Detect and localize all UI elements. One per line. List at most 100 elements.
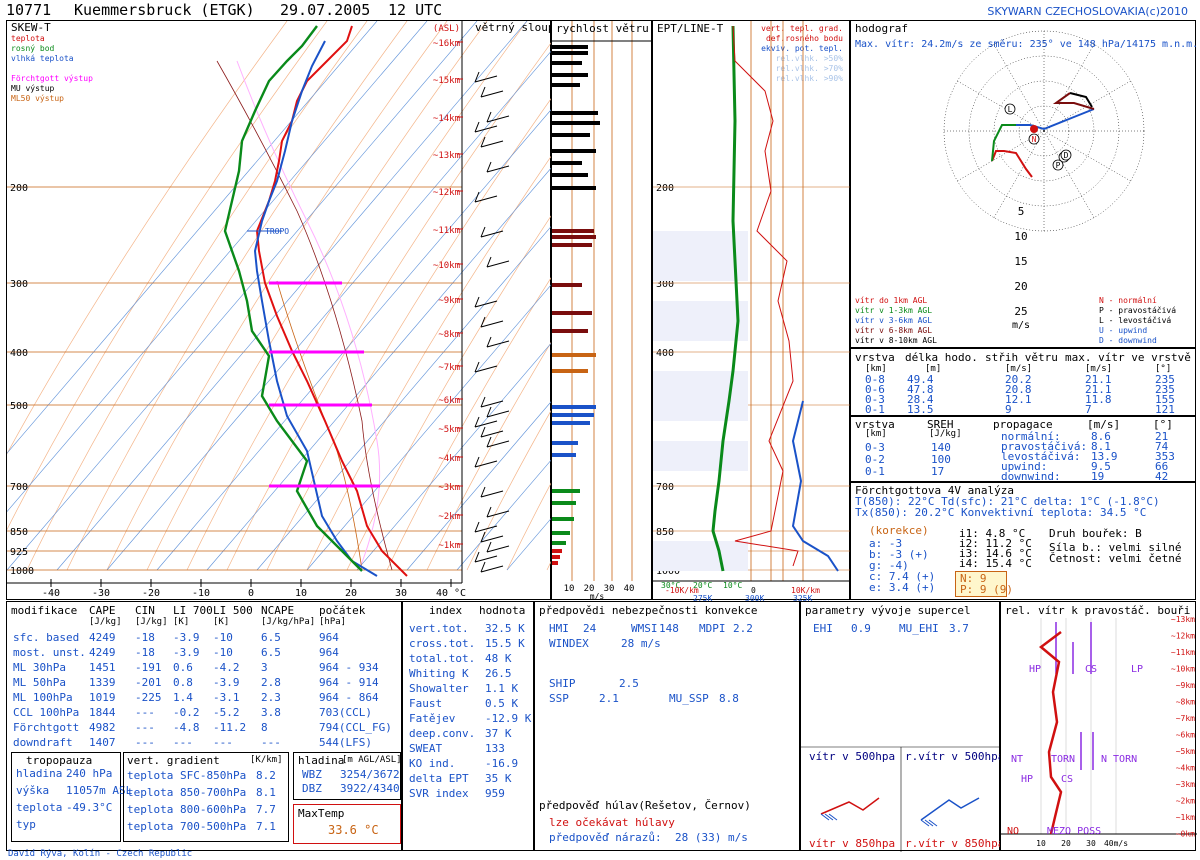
speed-bar (552, 441, 578, 445)
layers-u3: [m/s] (1085, 364, 1113, 374)
prop-dir: 74 (1155, 440, 1169, 453)
params-cell: 0.8 (173, 676, 193, 689)
lapse-rate-curve (732, 25, 799, 567)
dry-adiabat (146, 21, 488, 571)
isotherm (7, 21, 378, 454)
params-cell: 1019 (89, 691, 116, 704)
prop-dir: 353 (1155, 450, 1175, 463)
wind-barb-flag (480, 86, 486, 98)
vgrad-title: vert. gradient (127, 754, 220, 767)
fourv-i-item: i4: 15.4 °C (959, 557, 1032, 570)
supercell-title: parametry vývoje supercel (805, 604, 971, 617)
fourv-n: N: 9 (960, 572, 987, 585)
fourv-sila: Síla b.: velmi silné (1049, 541, 1182, 554)
wind-barb-flag (474, 296, 480, 308)
params-cell: -201 (135, 676, 162, 689)
wind-speed-panel: rychlost větru 10 20 30 40 m/s (551, 20, 653, 601)
rel-km-label: ~8km (1176, 698, 1195, 707)
hodo-0-1km (991, 150, 1033, 178)
rh-band (653, 371, 748, 391)
pressure-label: 500 (10, 401, 28, 412)
rel-label: HP (1029, 664, 1041, 675)
layers-cell: 21.1 (1085, 383, 1112, 396)
layers-cell: 20.2 (1005, 373, 1032, 386)
sreh-h3: [m/s] (1087, 418, 1121, 431)
fourv-abc-item: g: -4) (869, 559, 909, 572)
isotherm (106, 49, 552, 571)
ept-legend: vert. tepl. grad. (761, 24, 843, 33)
forecast-windex: WINDEX (549, 637, 589, 650)
params-header: CAPE (89, 604, 116, 617)
index-name: vert.tot. (409, 622, 469, 635)
layers-cell: 21.1 (1085, 373, 1112, 386)
rel-label: N TORN (1101, 754, 1137, 765)
params-cell: 1844 (89, 706, 116, 719)
params-cell: 4249 (89, 631, 116, 644)
rh-band (653, 541, 748, 571)
rw500-label: r.vítr v 500hpa (905, 750, 1005, 763)
params-cell: -10 (213, 631, 233, 644)
speed-bar (552, 161, 582, 165)
relwind-chart: 10 20 30 40m/s ~13km ~12km ~11km ~10km ~9km ~8km ~… (1001, 615, 1197, 848)
prop-label: downwind: (1001, 470, 1061, 483)
index-value: 32.5 K (485, 622, 525, 635)
dry-adiabat (426, 340, 552, 571)
layers-h0: vrstva (855, 351, 895, 364)
motion-marker (1052, 159, 1064, 171)
wind-barb-flag (480, 426, 486, 438)
isotherm (256, 224, 552, 571)
layers-cell: 9 (1005, 403, 1012, 416)
km-label: ~15km (433, 76, 460, 86)
params-panel: modifikace CAPE CIN LI 700 LI 500 NCAPE počáte… (6, 601, 402, 851)
ept-bottom: 0 (751, 586, 756, 595)
hodo-legend-right: L - levostáčivá (1099, 315, 1171, 325)
index-name: SWEAT (409, 742, 443, 755)
wind-barb (474, 195, 498, 203)
layers-cell: 235 (1155, 373, 1175, 386)
hodo-1-3km (991, 124, 1016, 162)
prop-dir: 42 (1155, 470, 1169, 483)
pressure-label: 200 (10, 183, 28, 194)
layers-h2: střih větru (985, 351, 1058, 364)
barb-flag (924, 819, 934, 827)
wind-barb (480, 430, 504, 438)
speed-bar (552, 173, 588, 177)
ept-title: EPT/LINE-T (657, 22, 724, 35)
tropo-val: 240 hPa (66, 767, 113, 780)
params-cell: 1451 (89, 661, 116, 674)
wind-barb-flag (486, 541, 492, 553)
params-header: počátek (319, 604, 366, 617)
hodo-unit: m/s (1012, 320, 1030, 331)
rel-km-label: ~3km (1176, 780, 1195, 789)
params-header: NCAPE (261, 604, 295, 617)
pressure-label: 850 (10, 527, 28, 538)
rel-label: HP (1021, 774, 1033, 785)
relwind-panel: rel. vítr k pravostáč. bouři 10 20 30 40m/s… (1000, 601, 1197, 851)
wind-barb (486, 410, 510, 418)
hail-title: předpověď húlav(Rešetov, Černov) (539, 799, 751, 812)
index-value: -12.9 K (485, 712, 532, 725)
sreh-h4: [°] (1153, 418, 1173, 431)
dewpoint-curve (223, 25, 363, 572)
params-cell: --- (261, 736, 281, 749)
wind-barb (486, 260, 510, 268)
fourv-cetnost: Četnost: velmi četné (1049, 552, 1182, 565)
layers-h1: délka hodo. (905, 351, 978, 364)
forecast-mdpi-v: 2.2 (733, 622, 753, 635)
ept-curve (791, 400, 839, 572)
params-cell: 4982 (89, 721, 116, 734)
speed-bar (552, 329, 588, 333)
speed-tick: 10 (564, 584, 575, 594)
rel-km-label: ~6km (1176, 731, 1195, 740)
layers-cell: 20.8 (1005, 383, 1032, 396)
dry-adiabat (186, 21, 528, 571)
hodo-6-8km (1052, 92, 1095, 110)
temp-tick-label: -30 (92, 588, 110, 599)
wind-barb (480, 400, 504, 408)
km-label: ~1km (438, 541, 460, 551)
speed-bar (552, 229, 594, 233)
temp-tick-label: 0 (248, 588, 254, 599)
wind-barb-flag (480, 316, 486, 328)
ept-legend: ekviv. pot. tepl. (761, 44, 843, 53)
wind-barb (474, 125, 498, 133)
